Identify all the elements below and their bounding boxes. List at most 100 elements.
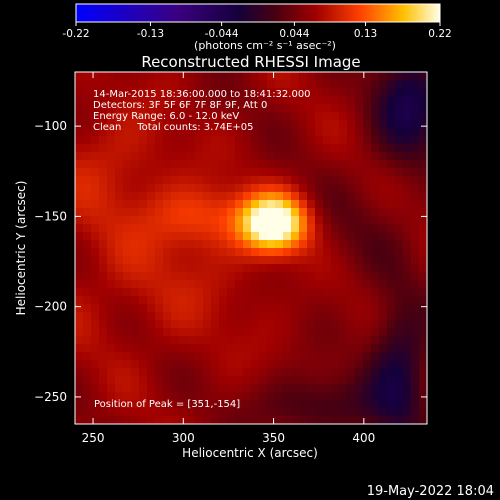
heatmap-cell (259, 288, 268, 297)
heatmap-cell (83, 200, 92, 209)
heatmap-cell (403, 384, 412, 393)
heatmap-cell (235, 80, 244, 89)
heatmap-cell (395, 280, 404, 289)
heatmap-cell (179, 232, 188, 241)
heatmap-cell (203, 248, 212, 257)
heatmap-cell (243, 272, 252, 281)
heatmap-cell (171, 168, 180, 177)
heatmap-cell (379, 72, 388, 81)
heatmap-cell (195, 288, 204, 297)
heatmap-cell (155, 224, 164, 233)
heatmap-cell (387, 376, 396, 385)
heatmap-cell (347, 248, 356, 257)
heatmap-cell (227, 416, 236, 424)
heatmap-cell (219, 400, 228, 409)
heatmap-cell (267, 272, 276, 281)
heatmap-cell (291, 80, 300, 89)
heatmap-cell (227, 320, 236, 329)
heatmap-cell (411, 376, 420, 385)
heatmap-cell (339, 264, 348, 273)
heatmap-cell (315, 368, 324, 377)
heatmap-cell (219, 344, 228, 353)
heatmap-cell (267, 320, 276, 329)
heatmap-cell (395, 224, 404, 233)
heatmap-cell (235, 360, 244, 369)
heatmap-cell (235, 296, 244, 305)
heatmap-cell (387, 96, 396, 105)
heatmap-cell (179, 392, 188, 401)
heatmap-cell (307, 384, 316, 393)
heatmap-cell (323, 248, 332, 257)
heatmap-cell (155, 304, 164, 313)
heatmap-cell (131, 128, 140, 137)
heatmap-cell (91, 408, 100, 417)
heatmap-cell (419, 208, 427, 217)
heatmap-cell (99, 240, 108, 249)
heatmap-cell (195, 352, 204, 361)
heatmap-cell (323, 232, 332, 241)
heatmap-cell (275, 400, 284, 409)
heatmap-cell (187, 352, 196, 361)
heatmap-cell (75, 96, 84, 105)
heatmap-cell (203, 152, 212, 161)
heatmap-cell (235, 344, 244, 353)
heatmap-cell (243, 80, 252, 89)
heatmap-cell (211, 272, 220, 281)
heatmap-cell (179, 248, 188, 257)
heatmap-cell (115, 288, 124, 297)
heatmap-cell (347, 312, 356, 321)
heatmap-cell (179, 296, 188, 305)
y-tick-label: −200 (34, 300, 67, 314)
heatmap-cell (123, 248, 132, 257)
heatmap-cell (195, 344, 204, 353)
heatmap-cell (123, 336, 132, 345)
heatmap-cell (347, 336, 356, 345)
heatmap-cell (91, 256, 100, 265)
heatmap-cell (107, 408, 116, 417)
heatmap-cell (371, 216, 380, 225)
heatmap-cell (339, 216, 348, 225)
heatmap-cell (147, 312, 156, 321)
heatmap-cell (347, 72, 356, 81)
heatmap-cell (211, 168, 220, 177)
heatmap-cell (315, 400, 324, 409)
heatmap-cell (291, 408, 300, 417)
heatmap-cell (155, 400, 164, 409)
heatmap-cell (315, 328, 324, 337)
heatmap-cell (123, 136, 132, 145)
heatmap-cell (371, 384, 380, 393)
heatmap-cell (203, 272, 212, 281)
heatmap-cell (83, 320, 92, 329)
heatmap-cell (267, 256, 276, 265)
heatmap-cell (251, 352, 260, 361)
heatmap-cell (379, 192, 388, 201)
heatmap-cell (163, 280, 172, 289)
heatmap-cell (387, 232, 396, 241)
y-tick-label: −100 (34, 119, 67, 133)
heatmap-cell (315, 264, 324, 273)
heatmap-cell (395, 272, 404, 281)
heatmap-cell (403, 112, 412, 121)
heatmap-cell (179, 208, 188, 217)
heatmap-cell (355, 272, 364, 281)
heatmap-cell (179, 352, 188, 361)
heatmap-cell (275, 176, 284, 185)
heatmap-cell (123, 392, 132, 401)
heatmap-cell (147, 208, 156, 217)
heatmap-cell (75, 104, 84, 113)
heatmap-cell (259, 184, 268, 193)
heatmap-cell (403, 168, 412, 177)
heatmap-cell (403, 288, 412, 297)
heatmap-cell (187, 416, 196, 424)
heatmap-cell (419, 168, 427, 177)
heatmap-cell (155, 312, 164, 321)
heatmap-cell (171, 400, 180, 409)
heatmap-cell (219, 112, 228, 121)
heatmap-cell (299, 136, 308, 145)
heatmap-cell (355, 208, 364, 217)
heatmap-cell (171, 232, 180, 241)
heatmap-cell (227, 144, 236, 153)
heatmap-cell (419, 240, 427, 249)
heatmap-cell (259, 104, 268, 113)
